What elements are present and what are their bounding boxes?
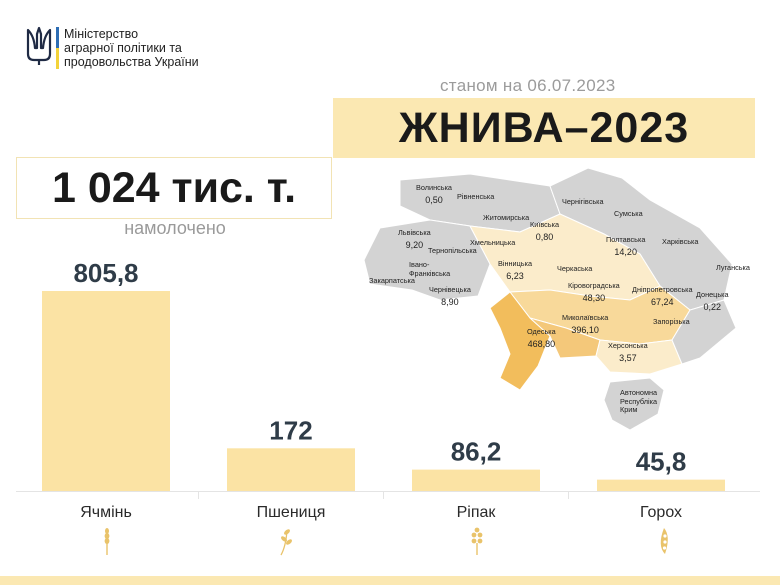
map-label-khmelnytska: Хмельницька xyxy=(470,238,516,247)
map-label-mykolaivska: Миколаївська 396,10 xyxy=(562,313,609,335)
map-label-poltavska: Полтавська 14,20 xyxy=(606,235,646,257)
page-title: ЖНИВА–2023 xyxy=(398,103,690,152)
wheat-icon xyxy=(280,529,292,556)
category-label: Ріпак xyxy=(457,504,497,521)
category-label: Горох xyxy=(640,504,682,521)
bar-value-label: 86,2 xyxy=(451,437,502,467)
map-label-chernivetska: Чернівецька 8,90 xyxy=(429,285,471,307)
map-label-donetska: Донецька 0,22 xyxy=(696,290,729,312)
total-caption: намолочено xyxy=(124,218,226,238)
category-label: Ячмінь xyxy=(80,504,132,521)
map-label-kyivska: Київська 0,80 xyxy=(530,220,560,242)
flag-bar xyxy=(56,27,59,69)
bar-value-label: 805,8 xyxy=(73,258,138,288)
barley-icon xyxy=(104,528,110,555)
map-label-chernihivska: Чернігівська xyxy=(562,197,604,206)
rapeseed-icon xyxy=(471,527,483,555)
map-label-odeska: Одеська 468,80 xyxy=(527,327,556,349)
bar-3 xyxy=(597,479,725,491)
trident-logo-icon xyxy=(26,26,52,65)
map-label-zakarpatska: Закарпатська xyxy=(369,276,415,285)
ministry-line-1: Міністерство xyxy=(64,27,139,41)
map-label-rivnenska: Рівненська xyxy=(457,192,495,201)
map-label-ternopilska: Тернопільська xyxy=(428,246,477,255)
map-region-south xyxy=(595,339,683,375)
category-label: Пшениця xyxy=(257,504,326,521)
ukraine-map xyxy=(363,168,737,431)
pea-pod-icon xyxy=(660,528,668,554)
bar-value-label: 45,8 xyxy=(636,447,687,477)
map-region-crimea xyxy=(603,377,665,431)
bar-1 xyxy=(227,448,355,491)
total-box: 1 024 тис. т. xyxy=(16,157,332,219)
bottom-strip xyxy=(0,576,780,585)
map-label-zaporizka: Запорізька xyxy=(653,317,690,326)
bar-2 xyxy=(412,469,540,491)
ministry-line-3: продовольства України xyxy=(64,55,199,69)
map-label-kirovohradska: Кіровоградська 48,30 xyxy=(568,281,620,303)
map-label-lvivska: Львівська 9,20 xyxy=(398,228,431,250)
map-label-sumska: Сумська xyxy=(614,209,643,218)
ministry-name: Міністерство аграрної політики та продов… xyxy=(56,27,199,69)
ministry-line-2: аграрної політики та xyxy=(64,41,182,55)
map-label-ivano-frankivska: Івано-Франківська xyxy=(409,260,451,278)
map-label-cherkaska: Черкаська xyxy=(557,264,593,273)
bar-0 xyxy=(42,291,170,491)
map-region-west xyxy=(363,219,491,301)
map-label-vinnytska: Вінницька 6,23 xyxy=(498,259,533,281)
map-label-luhanska: Луганська xyxy=(716,263,750,272)
map-label-volynska: Волинська 0,50 xyxy=(416,183,452,205)
total-value: 1 024 тис. т. xyxy=(51,163,297,212)
title-banner: ЖНИВА–2023 xyxy=(333,98,755,158)
map-label-khersonska: Херсонська 3,57 xyxy=(608,341,648,363)
map-label-kharkivska: Харківська xyxy=(662,237,699,246)
bar-value-label: 172 xyxy=(269,415,312,445)
map-label-zhytomyrska: Житомирська xyxy=(483,213,530,222)
map-label-crimea: Автономна Республіка Крим xyxy=(620,388,658,414)
date-text: станом на 06.07.2023 xyxy=(440,76,616,95)
map-region-south-east xyxy=(671,299,737,365)
map-label-dnipropetrovska: Дніпропетровська 67,24 xyxy=(632,285,693,307)
